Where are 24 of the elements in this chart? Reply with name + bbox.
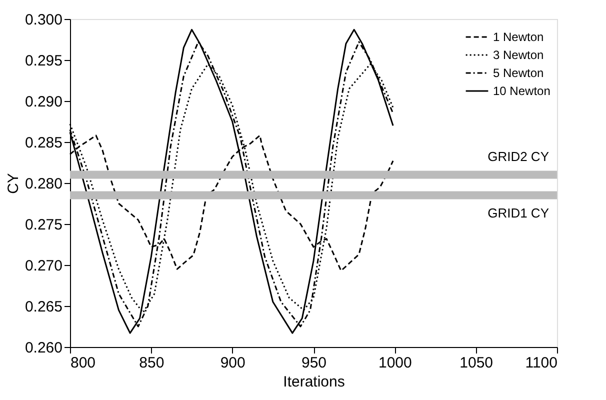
- y-tick-label: 0.280: [24, 176, 62, 192]
- legend-label: 3 Newton: [493, 48, 544, 62]
- y-tick-label: 0.290: [24, 94, 62, 110]
- legend-label: 1 Newton: [493, 30, 544, 44]
- x-tick-label: 850: [139, 354, 164, 372]
- y-tick-label: 0.270: [24, 258, 62, 274]
- y-tick-label: 0.265: [24, 298, 62, 316]
- y-axis-title: CY: [4, 173, 22, 194]
- y-tick-label: 0.300: [24, 12, 62, 28]
- y-tick-label: 0.295: [24, 52, 62, 70]
- x-tick-label: 1100: [525, 354, 558, 372]
- ref-line-label: GRID1 CY: [488, 205, 550, 220]
- legend-label: 5 Newton: [493, 66, 544, 80]
- x-tick-label: 800: [70, 354, 96, 372]
- x-tick-label: 900: [220, 354, 246, 372]
- legend-label: 10 Newton: [493, 84, 550, 98]
- ref-line-label: GRID2 CY: [488, 148, 550, 164]
- x-tick-label: 1000: [378, 354, 412, 372]
- x-tick-label: 1050: [460, 354, 494, 372]
- y-tick-label: 0.260: [24, 340, 62, 356]
- x-tick-label: 950: [301, 354, 327, 372]
- x-axis-title: Iterations: [283, 374, 345, 390]
- y-tick-label: 0.275: [24, 216, 62, 234]
- y-tick-label: 0.285: [24, 134, 62, 152]
